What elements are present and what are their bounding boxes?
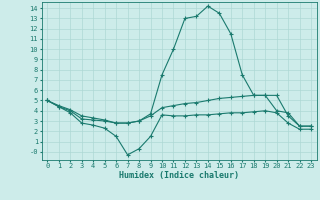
X-axis label: Humidex (Indice chaleur): Humidex (Indice chaleur) — [119, 171, 239, 180]
